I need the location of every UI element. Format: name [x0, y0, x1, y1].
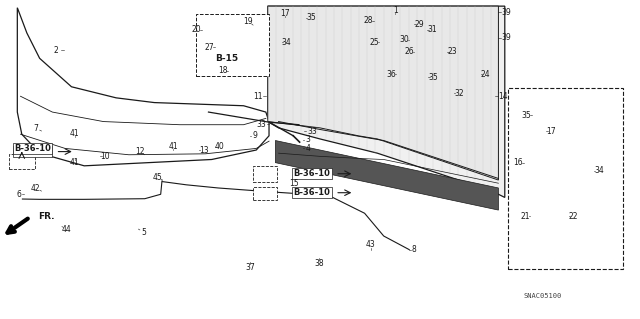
Text: 33: 33 — [307, 127, 317, 136]
Text: 41: 41 — [70, 129, 79, 138]
Text: 17: 17 — [280, 9, 290, 18]
Text: 19: 19 — [243, 17, 253, 26]
Bar — [253, 187, 277, 200]
Text: 25: 25 — [369, 38, 379, 47]
Text: 33: 33 — [256, 120, 266, 129]
Text: B-36-10: B-36-10 — [14, 147, 51, 156]
Text: 22: 22 — [569, 212, 579, 221]
Text: 39: 39 — [502, 33, 511, 42]
Text: 2: 2 — [54, 46, 58, 55]
Text: 38: 38 — [314, 259, 324, 268]
Text: 39: 39 — [502, 8, 511, 17]
Bar — [9, 154, 35, 169]
Text: 28: 28 — [364, 17, 373, 26]
Text: FR.: FR. — [38, 212, 55, 221]
Text: 9: 9 — [252, 131, 257, 140]
Text: 44: 44 — [62, 225, 72, 234]
Text: 24: 24 — [481, 70, 490, 78]
Text: 35: 35 — [522, 111, 531, 120]
Text: 36: 36 — [387, 70, 396, 78]
Text: 32: 32 — [454, 89, 463, 98]
Text: 41: 41 — [70, 158, 79, 167]
Bar — [196, 14, 269, 76]
Text: 15: 15 — [290, 179, 300, 188]
Text: 34: 34 — [594, 166, 604, 175]
Bar — [253, 167, 277, 182]
Text: 13: 13 — [199, 145, 209, 154]
Polygon shape — [17, 8, 269, 166]
Text: 20: 20 — [191, 25, 201, 34]
Text: 29: 29 — [415, 20, 424, 29]
Polygon shape — [275, 141, 499, 210]
Text: 16: 16 — [513, 158, 523, 167]
Text: 3: 3 — [305, 135, 310, 145]
Bar — [508, 88, 623, 269]
Text: 18: 18 — [218, 66, 227, 76]
Text: 8: 8 — [412, 245, 417, 254]
Text: 27: 27 — [204, 43, 214, 52]
Text: 35: 35 — [428, 73, 438, 82]
Text: 5: 5 — [141, 227, 146, 237]
Text: 7: 7 — [33, 123, 38, 133]
Text: 31: 31 — [428, 25, 437, 34]
Text: 40: 40 — [215, 142, 225, 151]
Text: 41: 41 — [168, 142, 179, 151]
Text: 10: 10 — [100, 152, 110, 161]
Text: 34: 34 — [282, 38, 292, 47]
Polygon shape — [268, 6, 499, 180]
Text: B-36-10: B-36-10 — [294, 169, 331, 178]
Text: 4: 4 — [305, 144, 310, 153]
Text: SNAC05100: SNAC05100 — [524, 293, 562, 299]
Text: 23: 23 — [447, 48, 457, 56]
Text: 1: 1 — [393, 5, 397, 15]
Text: 30: 30 — [399, 35, 409, 44]
Text: 42: 42 — [31, 184, 40, 193]
Text: 35: 35 — [306, 13, 316, 22]
Text: 11: 11 — [253, 92, 262, 101]
Text: 26: 26 — [404, 48, 414, 56]
Text: 6: 6 — [16, 190, 21, 199]
Text: B-36-10: B-36-10 — [294, 188, 331, 197]
Text: 14: 14 — [499, 92, 508, 101]
Text: B-36-10: B-36-10 — [14, 144, 51, 153]
Text: 12: 12 — [135, 147, 145, 156]
Polygon shape — [268, 6, 505, 197]
Text: 45: 45 — [153, 173, 163, 182]
Text: B-15: B-15 — [215, 54, 238, 63]
Text: 37: 37 — [245, 263, 255, 272]
Text: 17: 17 — [547, 127, 556, 136]
Text: 43: 43 — [366, 240, 376, 249]
Text: 21: 21 — [520, 212, 530, 221]
